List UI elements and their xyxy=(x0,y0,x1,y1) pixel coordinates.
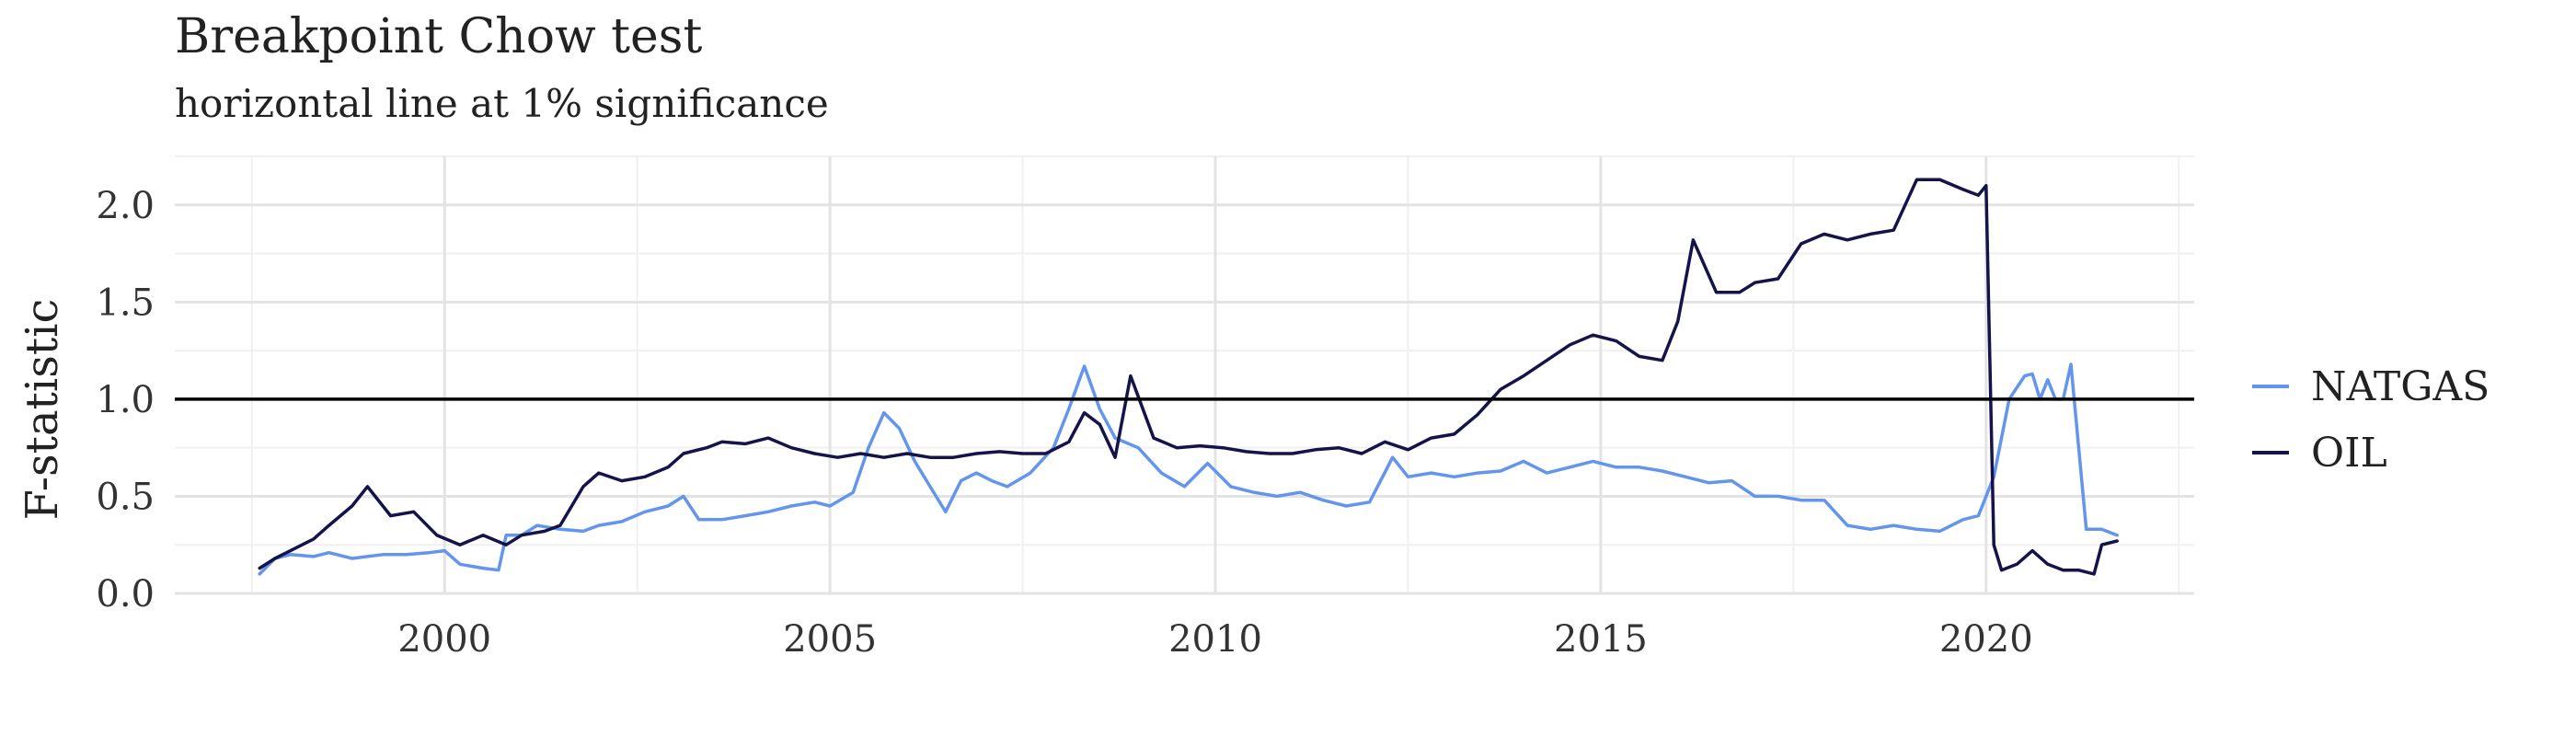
series-line-oil xyxy=(258,178,2119,576)
y-tick-label: 0.5 xyxy=(96,476,155,518)
x-tick-label: 2000 xyxy=(397,618,491,661)
series-layer xyxy=(258,178,2119,576)
y-tick-label: 1.5 xyxy=(96,282,155,324)
x-tick-label: 2015 xyxy=(1554,618,1648,661)
chart-subtitle: horizontal line at 1% significance xyxy=(175,81,829,126)
y-tick-label: 1.0 xyxy=(96,379,155,421)
y-tick-label: 2.0 xyxy=(96,185,155,227)
legend-label-oil: OIL xyxy=(2311,430,2387,477)
legend: NATGAS OIL xyxy=(2252,363,2490,477)
axis-layer: F-statistic 2000 2005 2010 2015 2020 0.0 0.5 1.… xyxy=(17,185,2033,661)
chart-title: Breakpoint Chow test xyxy=(175,9,703,64)
x-tick-label: 2020 xyxy=(1939,618,2033,661)
legend-label-natgas: NATGAS xyxy=(2311,363,2490,410)
grid-layer xyxy=(175,155,2194,595)
series-line-natgas xyxy=(258,362,2119,576)
x-tick-label: 2010 xyxy=(1168,618,1262,661)
y-tick-label: 0.0 xyxy=(96,573,155,615)
x-tick-label: 2005 xyxy=(783,618,877,661)
y-axis-title: F-statistic xyxy=(17,299,68,521)
